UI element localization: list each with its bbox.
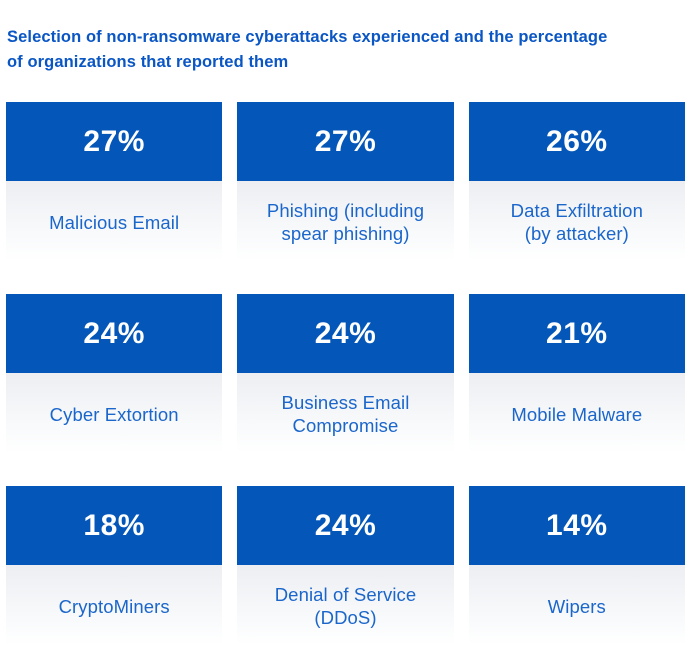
stat-card-denial-of-service: 24% Denial of Service (DDoS) bbox=[237, 486, 454, 645]
stat-percent: 21% bbox=[468, 294, 685, 373]
stat-card-body: Wipers bbox=[468, 565, 685, 645]
stat-card-body: Phishing (including spear phishing) bbox=[237, 181, 454, 261]
page-title: Selection of non-ransomware cyberattacks… bbox=[7, 25, 669, 75]
stat-label-line: Business Email bbox=[281, 392, 410, 413]
stat-percent: 14% bbox=[468, 486, 685, 565]
stat-card-malicious-email: 27% Malicious Email bbox=[6, 102, 223, 261]
stat-label-line: Phishing (including bbox=[266, 200, 425, 221]
stat-label-line: Wipers bbox=[547, 595, 606, 617]
stat-percent: 24% bbox=[237, 486, 454, 565]
stat-percent: 18% bbox=[6, 486, 223, 565]
page-title-line-2: of organizations that reported them bbox=[7, 53, 289, 71]
stat-percent: 27% bbox=[6, 102, 223, 181]
stat-label-line: Mobile Malware bbox=[511, 403, 643, 425]
stat-card-body: Denial of Service (DDoS) bbox=[237, 565, 454, 645]
stat-card-body: CryptoMiners bbox=[6, 565, 223, 645]
stat-label: Data Exfiltration (by attacker) bbox=[511, 199, 643, 245]
page-title-line-1: Selection of non-ransomware cyberattacks… bbox=[7, 28, 608, 46]
stat-card-body: Mobile Malware bbox=[468, 373, 685, 453]
stat-label: Wipers bbox=[548, 595, 606, 618]
stat-card-cryptominers: 18% CryptoMiners bbox=[6, 486, 223, 645]
stat-card-mobile-malware: 21% Mobile Malware bbox=[468, 294, 685, 453]
stat-card-body: Data Exfiltration (by attacker) bbox=[468, 181, 685, 261]
stat-card-business-email-compromise: 24% Business Email Compromise bbox=[237, 294, 454, 453]
stat-label: CryptoMiners bbox=[59, 595, 170, 618]
stat-label-line: Data Exfiltration bbox=[510, 200, 643, 221]
stat-label: Mobile Malware bbox=[511, 403, 642, 426]
stat-card-body: Business Email Compromise bbox=[237, 373, 454, 453]
stat-label-line: spear phishing) bbox=[281, 223, 410, 244]
stat-label-line: Malicious Email bbox=[49, 211, 180, 233]
stat-label: Malicious Email bbox=[49, 211, 179, 234]
stat-label-line: CryptoMiners bbox=[58, 595, 170, 617]
stat-label: Denial of Service (DDoS) bbox=[275, 583, 417, 629]
stat-label-line: (DDoS) bbox=[314, 607, 377, 628]
stat-card-body: Malicious Email bbox=[6, 181, 223, 261]
stat-label: Phishing (including spear phishing) bbox=[267, 199, 424, 245]
stat-percent: 24% bbox=[237, 294, 454, 373]
stat-label-line: (by attacker) bbox=[524, 223, 629, 244]
stat-percent: 26% bbox=[468, 102, 685, 181]
stat-card-wipers: 14% Wipers bbox=[468, 486, 685, 645]
stat-label: Cyber Extortion bbox=[50, 403, 179, 426]
stat-card-cyber-extortion: 24% Cyber Extortion bbox=[6, 294, 223, 453]
stat-card-data-exfiltration: 26% Data Exfiltration (by attacker) bbox=[468, 102, 685, 261]
stat-label-line: Denial of Service bbox=[274, 584, 417, 605]
stat-percent: 24% bbox=[6, 294, 223, 373]
infographic-page: Selection of non-ransomware cyberattacks… bbox=[0, 25, 689, 649]
stat-card-phishing: 27% Phishing (including spear phishing) bbox=[237, 102, 454, 261]
stat-label-line: Compromise bbox=[292, 415, 399, 436]
stat-card-grid: 27% Malicious Email 27% Phishing (includ… bbox=[6, 102, 685, 645]
stat-label-line: Cyber Extortion bbox=[49, 403, 179, 425]
stat-label: Business Email Compromise bbox=[282, 391, 410, 437]
stat-percent: 27% bbox=[237, 102, 454, 181]
stat-card-body: Cyber Extortion bbox=[6, 373, 223, 453]
